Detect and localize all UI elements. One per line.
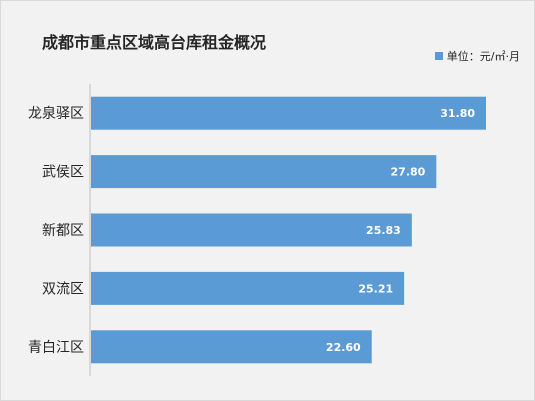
data-label: 25.21 (358, 282, 393, 295)
data-label: 31.80 (440, 107, 475, 120)
bar (91, 155, 437, 189)
data-label: 25.83 (366, 224, 401, 237)
category-label: 新都区 (42, 223, 84, 239)
bar (91, 271, 405, 305)
category-label: 双流区 (42, 281, 84, 297)
category-label: 龙泉驿区 (28, 105, 84, 122)
data-label: 22.60 (326, 341, 361, 354)
legend-swatch (434, 52, 443, 60)
bar (91, 213, 412, 247)
category-label: 青白江区 (28, 340, 84, 356)
data-label: 27.80 (391, 166, 426, 179)
bar (91, 96, 486, 130)
bar (91, 330, 372, 364)
legend: 单位：元/㎡·月 (434, 48, 520, 64)
chart-title: 成都市重点区域高台库租金概况 (42, 33, 267, 52)
legend-label: 单位：元/㎡·月 (446, 50, 520, 63)
category-label: 武侯区 (42, 165, 84, 181)
